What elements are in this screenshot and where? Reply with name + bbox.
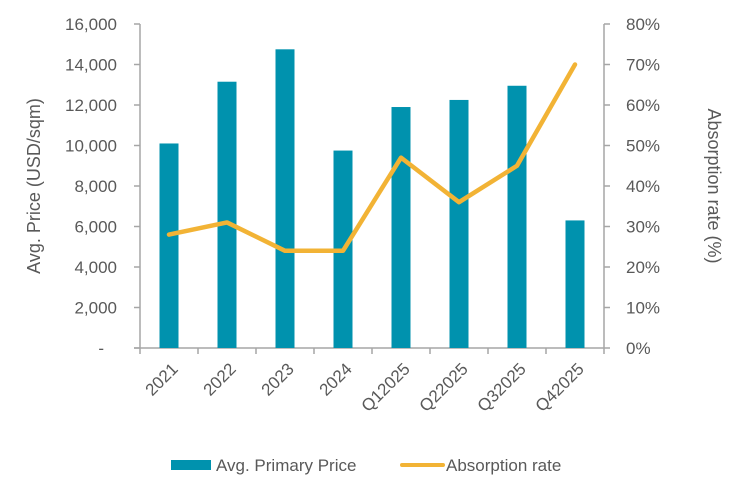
legend-bar-label: Avg. Primary Price: [216, 456, 356, 475]
y2-tick-label: 0%: [626, 339, 651, 358]
y2-tick-label: 50%: [626, 137, 660, 156]
legend-bar-swatch: [171, 460, 211, 470]
y2-tick-label: 20%: [626, 258, 660, 277]
y2-tick-label: 30%: [626, 218, 660, 237]
bar: [217, 81, 237, 349]
y-tick-label: 12,000: [65, 96, 117, 115]
y2-tick-label: 70%: [626, 56, 660, 75]
x-tick-label: 2024: [316, 359, 356, 399]
x-tick-label: Q32025: [474, 359, 530, 415]
x-tick-label: 2022: [200, 359, 240, 399]
y2-axis-title: Absorption rate (%): [704, 108, 724, 263]
bar: [391, 107, 411, 349]
y-axis-title: Avg. Price (USD/sqm): [24, 98, 44, 274]
y2-tick-label: 60%: [626, 96, 660, 115]
y-tick-label: 10,000: [65, 137, 117, 156]
y2-tick-label: 40%: [626, 177, 660, 196]
y-tick-label: 16,000: [65, 15, 117, 34]
axes: [134, 23, 610, 354]
y-tick-label: 2,000: [74, 299, 117, 318]
bars: [159, 49, 585, 349]
x-tick-label: Q42025: [532, 359, 588, 415]
y-tick-label: 8,000: [74, 177, 117, 196]
x-tick-label: Q12025: [358, 359, 414, 415]
x-tick-label: 2021: [142, 359, 182, 399]
x-tick-label: 2023: [258, 359, 298, 399]
legend: Avg. Primary Price Absorption rate: [171, 456, 561, 475]
bar: [275, 49, 295, 348]
absorption-line: [166, 62, 578, 254]
y-tick-label: 4,000: [74, 258, 117, 277]
bar: [449, 99, 469, 348]
bar: [507, 85, 527, 348]
y2-tick-label: 80%: [626, 15, 660, 34]
y2-tick-label: 10%: [626, 299, 660, 318]
bar: [159, 143, 179, 348]
y-tick-label: 14,000: [65, 56, 117, 75]
y-tick-label: 6,000: [74, 218, 117, 237]
bar: [565, 220, 585, 348]
line-series: [166, 62, 578, 254]
y-tick-label: -: [98, 339, 104, 358]
x-tick-label: Q22025: [416, 359, 472, 415]
legend-line-label: Absorption rate: [446, 456, 561, 475]
